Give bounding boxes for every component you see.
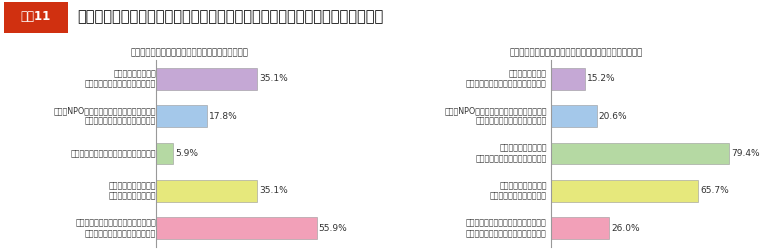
Text: 15.2%: 15.2% <box>587 74 615 83</box>
Text: 消防団や自主防災組織等の防災活動が
活発になってきていると思うため: 消防団や自主防災組織等の防災活動が 活発になってきていると思うため <box>76 218 156 238</box>
Text: 17.8%: 17.8% <box>209 112 238 120</box>
Text: 地域の高齢化が進み，
若者が減ってきていると思うため: 地域の高齢化が進み， 若者が減ってきていると思うため <box>476 144 547 163</box>
Text: 20.6%: 20.6% <box>599 112 627 120</box>
FancyBboxPatch shape <box>4 2 68 33</box>
Text: 地域の若者が増えてきていると思うため: 地域の若者が増えてきていると思うため <box>71 149 156 158</box>
Text: 79.4%: 79.4% <box>731 149 760 158</box>
Text: 行政の防災の取組が
活発になってきていると思うため: 行政の防災の取組が 活発になってきていると思うため <box>85 69 156 88</box>
Text: 35.1%: 35.1% <box>259 186 287 195</box>
Text: 消防団や自主防災組織等の防災活動が
活発でなくなってきていると思うため: 消防団や自主防災組織等の防災活動が 活発でなくなってきていると思うため <box>466 218 547 238</box>
Text: 5.9%: 5.9% <box>175 149 198 158</box>
Text: 地域防災力が以前よりも高まっていると思う理由，低くなっていると思う理由: 地域防災力が以前よりも高まっていると思う理由，低くなっていると思う理由 <box>77 9 383 24</box>
Bar <box>551 105 597 127</box>
Bar <box>156 105 208 127</box>
Bar <box>551 68 585 89</box>
Text: 55.9%: 55.9% <box>319 224 348 233</box>
Text: 26.0%: 26.0% <box>611 224 640 233</box>
Text: 65.7%: 65.7% <box>701 186 729 195</box>
Text: 企業，NPO，ボランティアなどの防災活動が
活発になってきていると思うため: 企業，NPO，ボランティアなどの防災活動が 活発になってきていると思うため <box>444 106 547 126</box>
Bar <box>156 68 257 89</box>
Bar <box>156 143 173 164</box>
Bar <box>551 217 609 239</box>
Text: 図表11: 図表11 <box>21 10 51 23</box>
Text: 35.1%: 35.1% <box>259 74 287 83</box>
Text: 企業，NPO，ボランティアなどの防災活動が
活発になってきていると思うため: 企業，NPO，ボランティアなどの防災活動が 活発になってきていると思うため <box>54 106 156 126</box>
Bar <box>156 217 317 239</box>
Text: 近年，近所づきあいが
減ってきていると思うため: 近年，近所づきあいが 減ってきていると思うため <box>490 181 547 201</box>
Bar <box>156 180 257 202</box>
Text: 地域防災力が高まっていると思う理由（複数回答）: 地域防災力が高まっていると思う理由（複数回答） <box>130 49 248 58</box>
Text: 行政の防災活動が
活発でなくなってきていると思うため: 行政の防災活動が 活発でなくなってきていると思うため <box>466 69 547 88</box>
Bar <box>551 180 698 202</box>
Text: 地域防災力が低くなってきていると思う理由（複数回答）: 地域防災力が低くなってきていると思う理由（複数回答） <box>509 49 643 58</box>
Bar <box>551 143 729 164</box>
Text: 近年，近所づきあいが
増えていると思うため: 近年，近所づきあいが 増えていると思うため <box>109 181 156 201</box>
